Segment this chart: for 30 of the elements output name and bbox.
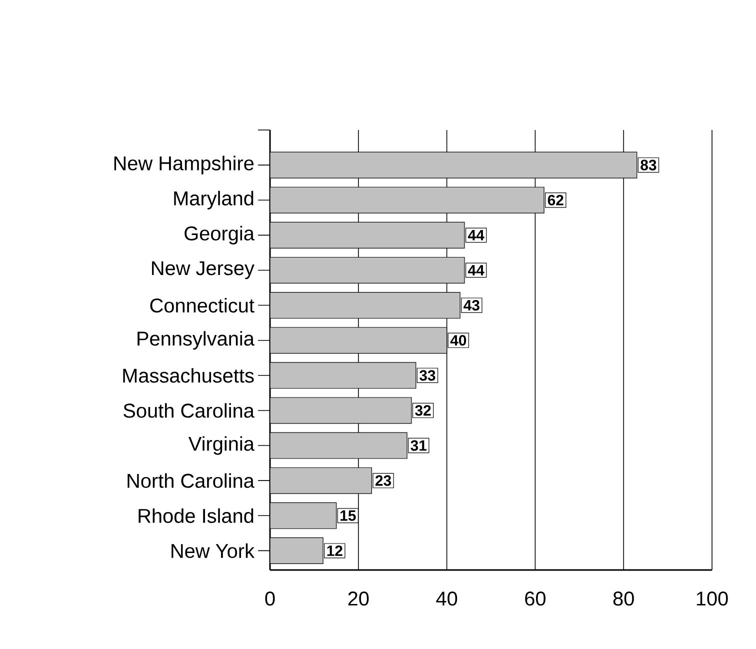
data-label: 44 <box>468 265 484 276</box>
y-tick-label: Massachusetts <box>123 368 254 383</box>
y-tick-label: South Carolina <box>124 403 254 418</box>
x-tick-label: 40 <box>436 592 458 606</box>
data-label: 43 <box>464 300 480 311</box>
x-tick-label: 0 <box>265 592 275 606</box>
y-tick-label: New Jersey <box>152 261 254 280</box>
data-label: 23 <box>375 475 392 486</box>
data-label: 12 <box>327 545 342 556</box>
y-tick-label: Rhode Island <box>138 508 254 523</box>
data-label: 15 <box>340 510 356 521</box>
x-tick-label: 80 <box>613 592 634 606</box>
y-tick-label: New York <box>172 543 255 558</box>
y-tick-label: Georgia <box>184 226 254 244</box>
x-tick-label: 100 <box>696 592 728 606</box>
data-label: 40 <box>450 335 466 346</box>
data-label: 83 <box>640 160 656 170</box>
data-label: 31 <box>410 440 427 451</box>
y-tick-label: Maryland <box>174 190 254 210</box>
data-label: 33 <box>420 370 436 381</box>
data-label: 44 <box>468 230 484 240</box>
y-tick-label: Pennsylvania <box>138 331 254 350</box>
y-tick-label: Virginia <box>188 436 254 455</box>
x-tick-label: 20 <box>348 592 369 606</box>
y-tick-label: North Carolina <box>128 473 254 488</box>
data-label: 62 <box>548 194 564 206</box>
x-tick-label: 60 <box>525 592 546 606</box>
y-tick-label: New Hampshire <box>114 156 254 174</box>
data-label: 32 <box>415 405 431 416</box>
y-tick-label: Connecticut <box>150 298 254 313</box>
